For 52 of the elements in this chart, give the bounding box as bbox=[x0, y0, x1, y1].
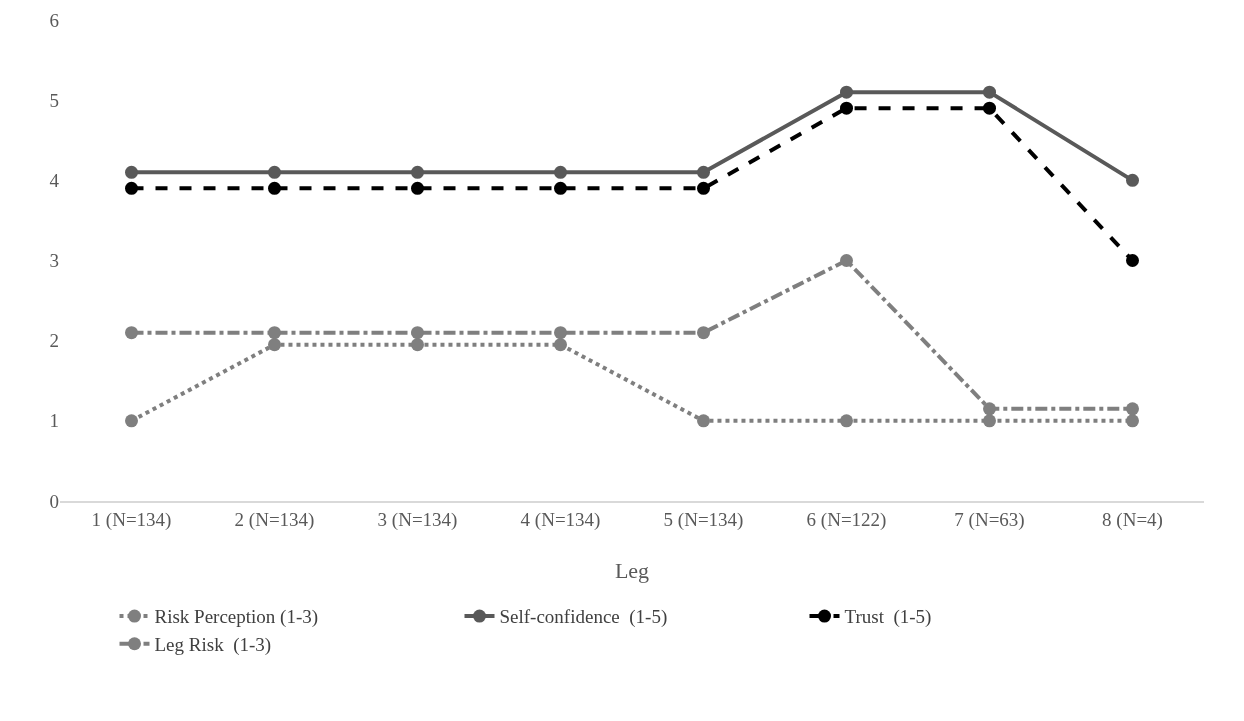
point bbox=[1126, 254, 1139, 267]
point bbox=[983, 414, 996, 428]
point bbox=[268, 326, 281, 340]
x-tick-label: 3 (N=134) bbox=[377, 508, 458, 531]
y-tick-label: 6 bbox=[49, 9, 59, 31]
point bbox=[983, 101, 996, 115]
x-tick-label: 7 (N=63) bbox=[954, 508, 1025, 531]
x-tick-label: 8 (N=4) bbox=[1102, 508, 1163, 531]
point bbox=[983, 402, 996, 416]
point bbox=[840, 414, 853, 428]
point bbox=[268, 338, 281, 352]
y-tick-label: 2 bbox=[49, 330, 59, 352]
point bbox=[1126, 414, 1139, 428]
point bbox=[268, 165, 281, 179]
point bbox=[697, 181, 710, 195]
point bbox=[554, 338, 567, 352]
point bbox=[1126, 173, 1139, 187]
y-tick-label: 4 bbox=[49, 169, 60, 191]
y-tick-label: 5 bbox=[49, 89, 59, 111]
point bbox=[983, 85, 996, 99]
x-tick-label: 6 (N=122) bbox=[806, 508, 887, 531]
y-tick-label: 3 bbox=[49, 250, 59, 272]
point bbox=[554, 326, 567, 340]
x-tick-label: 4 (N=134) bbox=[520, 508, 601, 531]
x-axis-title: Leg bbox=[614, 557, 650, 583]
point bbox=[697, 414, 710, 428]
point bbox=[840, 85, 853, 99]
point bbox=[554, 181, 567, 195]
y-tick-label: 1 bbox=[49, 410, 59, 432]
legend-label: Self-confidence (1-5) bbox=[499, 606, 668, 629]
point bbox=[697, 165, 710, 179]
point bbox=[125, 326, 138, 340]
legend-label: Risk Perception (1-3) bbox=[154, 606, 319, 629]
point bbox=[697, 326, 710, 340]
x-tick-label: 1 (N=134) bbox=[91, 508, 172, 531]
x-tick-label: 2 (N=134) bbox=[234, 508, 315, 531]
point bbox=[411, 181, 424, 195]
x-tick-label: 5 (N=134) bbox=[663, 508, 744, 531]
point bbox=[411, 165, 424, 179]
y-tick-label: 0 bbox=[49, 490, 59, 512]
point bbox=[411, 326, 424, 340]
point bbox=[554, 165, 567, 179]
point bbox=[840, 254, 853, 267]
point bbox=[1126, 402, 1139, 416]
point bbox=[125, 181, 138, 195]
legend-label: Trust (1-5) bbox=[844, 606, 932, 629]
point bbox=[125, 414, 138, 428]
legend-label: Leg Risk (1-3) bbox=[154, 634, 272, 657]
point bbox=[840, 101, 853, 115]
point bbox=[125, 165, 138, 179]
point bbox=[411, 338, 424, 352]
point bbox=[268, 181, 281, 195]
